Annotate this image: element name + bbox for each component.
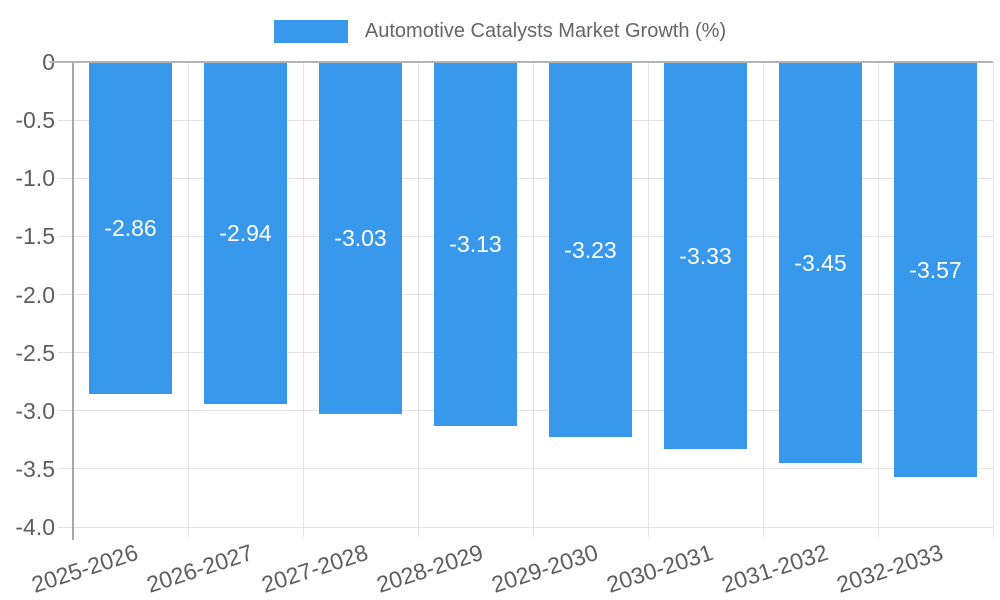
bar-2031-2032: -3.45 — [779, 62, 862, 464]
y-tick-label: -1.0 — [15, 165, 55, 192]
x-tick-label: 2032-2033 — [832, 539, 946, 598]
vertical-gridline — [187, 62, 189, 537]
x-tick-label: 2030-2031 — [602, 539, 716, 598]
bar-2028-2029: -3.13 — [434, 62, 517, 426]
legend-color-swatch-icon — [273, 19, 348, 43]
y-tick-label: -2.5 — [15, 339, 55, 366]
legend-label: Automotive Catalysts Market Growth (%) — [364, 19, 727, 42]
vertical-gridline — [417, 62, 419, 537]
y-tick-label: -1.5 — [15, 223, 55, 250]
bar-2032-2033: -3.57 — [894, 62, 977, 477]
bar-2025-2026: -2.86 — [89, 62, 172, 395]
bar-value-label: -3.03 — [334, 225, 387, 252]
bar-value-label: -3.45 — [794, 249, 847, 276]
bar-value-label: -2.94 — [219, 219, 272, 246]
bar-2030-2031: -3.33 — [664, 62, 747, 450]
y-tick-label: -3.5 — [15, 455, 55, 482]
y-tick-label: 0 — [0, 48, 55, 76]
vertical-gridline — [302, 62, 304, 537]
x-tick-label: 2029-2030 — [487, 539, 601, 598]
vertical-gridline — [992, 62, 994, 537]
zero-axis-line — [49, 61, 993, 63]
horizontal-gridline — [58, 526, 993, 528]
bar-2029-2030: -3.23 — [549, 62, 632, 438]
vertical-gridline — [532, 62, 534, 537]
horizontal-gridline — [58, 294, 993, 295]
vertical-gridline — [877, 62, 879, 537]
x-tick-label: 2027-2028 — [257, 539, 371, 598]
x-tick-label: 2026-2027 — [142, 539, 256, 598]
y-tick-label: -0.5 — [15, 107, 55, 134]
horizontal-gridline — [58, 468, 993, 470]
x-tick-label: 2028-2029 — [372, 539, 486, 598]
legend-item[interactable]: Automotive Catalysts Market Growth (%) — [0, 17, 1000, 45]
y-tick-label: -4.0 — [15, 514, 55, 540]
bar-value-label: -3.23 — [564, 236, 617, 263]
y-tick-label: -3.0 — [15, 397, 55, 424]
horizontal-gridline — [58, 119, 993, 121]
x-tick-label: 2025-2026 — [27, 539, 141, 598]
vertical-gridline — [762, 62, 764, 537]
horizontal-gridline — [58, 352, 993, 354]
plot-area: 0-0.5-1.0-1.5-2.0-2.5-3.0-3.5-4.0-2.8620… — [15, 49, 994, 598]
horizontal-gridline — [58, 410, 993, 412]
bar-2026-2027: -2.94 — [204, 62, 287, 404]
vertical-gridline — [647, 62, 649, 537]
y-tick-label: -2.0 — [15, 281, 55, 308]
horizontal-gridline — [58, 177, 993, 179]
bar-value-label: -3.13 — [449, 230, 502, 257]
y-axis-line — [72, 62, 74, 540]
x-tick-label: 2031-2032 — [717, 539, 831, 598]
bar-value-label: -2.86 — [104, 215, 157, 242]
bar-2027-2028: -3.03 — [319, 62, 402, 415]
bar-value-label: -3.33 — [679, 242, 732, 269]
bar-value-label: -3.57 — [909, 256, 962, 283]
horizontal-gridline — [58, 235, 993, 237]
